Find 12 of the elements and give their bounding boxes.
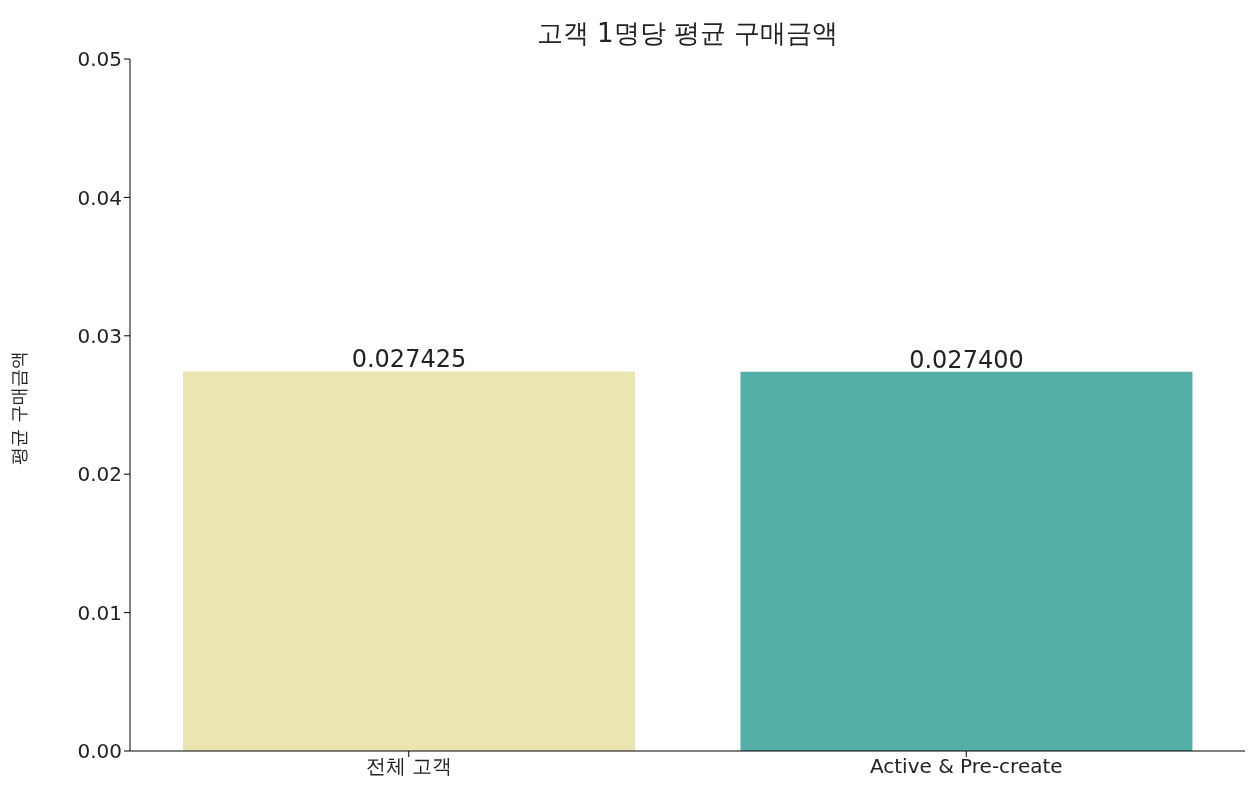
y-tick-label: 0.03 (77, 323, 122, 348)
x-tick-label: Active & Pre-create (869, 754, 1063, 779)
x-tick-label: 전체 고객 (365, 754, 452, 779)
y-tick-label: 0.01 (77, 600, 122, 625)
y-tick-label: 0.00 (77, 739, 122, 764)
data-label: 0.027425 (351, 345, 467, 374)
y-tick-label: 0.04 (77, 185, 122, 210)
y-tick-label: 0.05 (77, 47, 122, 72)
chart-title: 고객 1명당 평균 구매금액 (535, 17, 840, 50)
data-label: 0.027400 (909, 345, 1024, 374)
y-tick-label: 0.02 (77, 462, 122, 487)
y-axis-title: 평균 구매금액 (8, 351, 30, 465)
